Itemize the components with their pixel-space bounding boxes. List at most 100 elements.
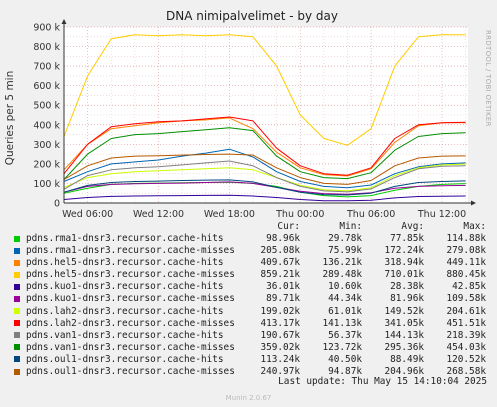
series-line-6	[63, 181, 466, 195]
legend-name: pdns.oul1-dnsr3.recursor.cache-hits	[26, 353, 224, 365]
legend-name: pdns.van1-dnsr3.recursor.cache-hits	[26, 329, 224, 341]
legend-swatch	[14, 332, 20, 339]
x-tick-label: Wed 06:00	[62, 209, 113, 220]
series-line-4	[63, 34, 466, 146]
series-line-9	[63, 160, 466, 193]
legend-row: pdns.rma1-dnsr3.recursor.cache-hits 98.96…	[10, 233, 488, 245]
legend-swatch	[14, 308, 20, 315]
legend-name: pdns.lah2-dnsr3.recursor.cache-misses	[26, 317, 235, 329]
legend-header-max: Max:	[463, 221, 486, 232]
legend-min: 10.60k	[328, 281, 362, 293]
series-line-12	[63, 153, 466, 185]
munin-version: Munin 2.0.67	[225, 394, 272, 402]
legend-cur: 199.02k	[260, 305, 300, 317]
legend-swatch	[14, 271, 20, 278]
legend-cur: 359.02k	[260, 341, 300, 353]
y-tick-label: 500 k	[33, 101, 60, 112]
legend-cur: 190.67k	[260, 329, 300, 341]
legend-cur: 240.97k	[260, 366, 300, 378]
legend-cur: 36.01k	[266, 281, 300, 293]
legend-swatch	[14, 235, 20, 242]
x-tick-label: Thu 12:00	[417, 209, 466, 220]
y-tick-label: 800 k	[33, 42, 60, 53]
legend-max: 109.58k	[446, 293, 486, 305]
legend-max: 218.39k	[446, 329, 486, 341]
legend: Cur: Min: Avg: Max: pdns.rma1-dnsr3.recu…	[10, 221, 488, 378]
legend-cur: 98.96k	[266, 233, 300, 244]
legend-name: pdns.kuo1-dnsr3.recursor.cache-misses	[26, 293, 235, 305]
legend-row: pdns.kuo1-dnsr3.recursor.cache-misses 89.…	[10, 293, 488, 305]
y-tick-label: 0	[54, 199, 60, 210]
legend-row: pdns.lah2-dnsr3.recursor.cache-misses 413…	[10, 318, 488, 330]
legend-swatch	[14, 356, 20, 363]
x-tick-label: Wed 12:00	[133, 209, 184, 220]
plot-area: 0 100 k 200 k 300 k 400 k 500 k 600 k 700 k 800 …	[33, 19, 476, 220]
legend-row: pdns.kuo1-dnsr3.recursor.cache-hits 36.01…	[10, 281, 488, 293]
y-tick-label: 100 k	[33, 179, 60, 190]
legend-cur: 89.71k	[266, 293, 300, 305]
legend-name: pdns.rma1-dnsr3.recursor.cache-misses	[26, 245, 235, 257]
legend-max: 279.08k	[446, 245, 486, 257]
legend-avg: 144.13k	[384, 329, 424, 341]
legend-name: pdns.kuo1-dnsr3.recursor.cache-hits	[26, 281, 224, 293]
legend-row: pdns.oul1-dnsr3.recursor.cache-misses 240…	[10, 366, 488, 378]
legend-avg: 172.24k	[384, 245, 424, 257]
legend-avg: 204.96k	[384, 366, 424, 378]
chart-title: DNA nimipalvelimet - by day	[166, 9, 338, 23]
legend-cur: 409.67k	[260, 257, 300, 269]
y-axis-label: Queries per 5 min	[4, 71, 16, 165]
legend-avg: 318.94k	[384, 257, 424, 269]
legend-name: pdns.rma1-dnsr3.recursor.cache-hits	[26, 233, 224, 244]
legend-max: 449.11k	[446, 257, 486, 269]
legend-avg: 77.85k	[390, 233, 424, 244]
legend-max: 454.03k	[446, 341, 486, 353]
legend-min: 289.48k	[322, 269, 362, 281]
legend-min: 94.87k	[328, 366, 362, 378]
legend-avg: 295.36k	[384, 341, 424, 353]
legend-header-cur: Cur:	[277, 221, 300, 232]
legend-min: 141.13k	[322, 317, 362, 329]
legend-swatch	[14, 368, 20, 375]
legend-cur: 413.17k	[260, 317, 300, 329]
y-tick-label: 600 k	[33, 81, 60, 92]
legend-name: pdns.hel5-dnsr3.recursor.cache-misses	[26, 269, 235, 281]
last-update: Last update: Thu May 15 14:10:04 2025	[278, 376, 487, 387]
legend-min: 136.21k	[322, 257, 362, 269]
y-tick-label: 900 k	[33, 23, 60, 34]
series-line-3	[63, 117, 466, 177]
legend-row: pdns.hel5-dnsr3.recursor.cache-hits 409.6…	[10, 257, 488, 269]
legend-min: 40.50k	[328, 353, 362, 365]
legend-swatch	[14, 247, 20, 254]
legend-header: Cur: Min: Avg: Max:	[10, 221, 488, 233]
legend-cur: 205.08k	[260, 245, 300, 257]
legend-max: 42.85k	[452, 281, 486, 293]
x-tick-label: Wed 18:00	[204, 209, 255, 220]
legend-swatch	[14, 295, 20, 302]
legend-max: 451.51k	[446, 317, 486, 329]
series-line-2	[63, 148, 466, 189]
legend-min: 61.01k	[328, 305, 362, 317]
legend-swatch	[14, 320, 20, 327]
legend-avg: 149.52k	[384, 305, 424, 317]
legend-min: 56.37k	[328, 329, 362, 341]
legend-avg: 81.96k	[390, 293, 424, 305]
series-line-10	[63, 127, 466, 180]
legend-name: pdns.van1-dnsr3.recursor.cache-misses	[26, 341, 235, 353]
series-line-8	[63, 116, 466, 176]
legend-name: pdns.lah2-dnsr3.recursor.cache-hits	[26, 305, 224, 317]
chart: DNA nimipalvelimet - by day Queries per …	[4, 9, 492, 220]
y-tick-label: 300 k	[33, 140, 60, 151]
x-tick-label: Thu 06:00	[346, 209, 395, 220]
legend-rows: pdns.rma1-dnsr3.recursor.cache-hits 98.96…	[10, 233, 488, 378]
legend-max: 880.45k	[446, 269, 486, 281]
legend-min: 123.72k	[322, 341, 362, 353]
x-axis-arrow	[471, 200, 476, 206]
series-line-7	[63, 163, 466, 192]
y-tick-label: 700 k	[33, 62, 60, 73]
legend-max: 114.88k	[446, 233, 486, 244]
legend-min: 75.99k	[328, 245, 362, 257]
legend-name: pdns.oul1-dnsr3.recursor.cache-misses	[26, 366, 235, 378]
legend-avg: 710.01k	[384, 269, 424, 281]
legend-row: pdns.van1-dnsr3.recursor.cache-misses 359…	[10, 342, 488, 354]
series-line-11	[63, 179, 466, 196]
